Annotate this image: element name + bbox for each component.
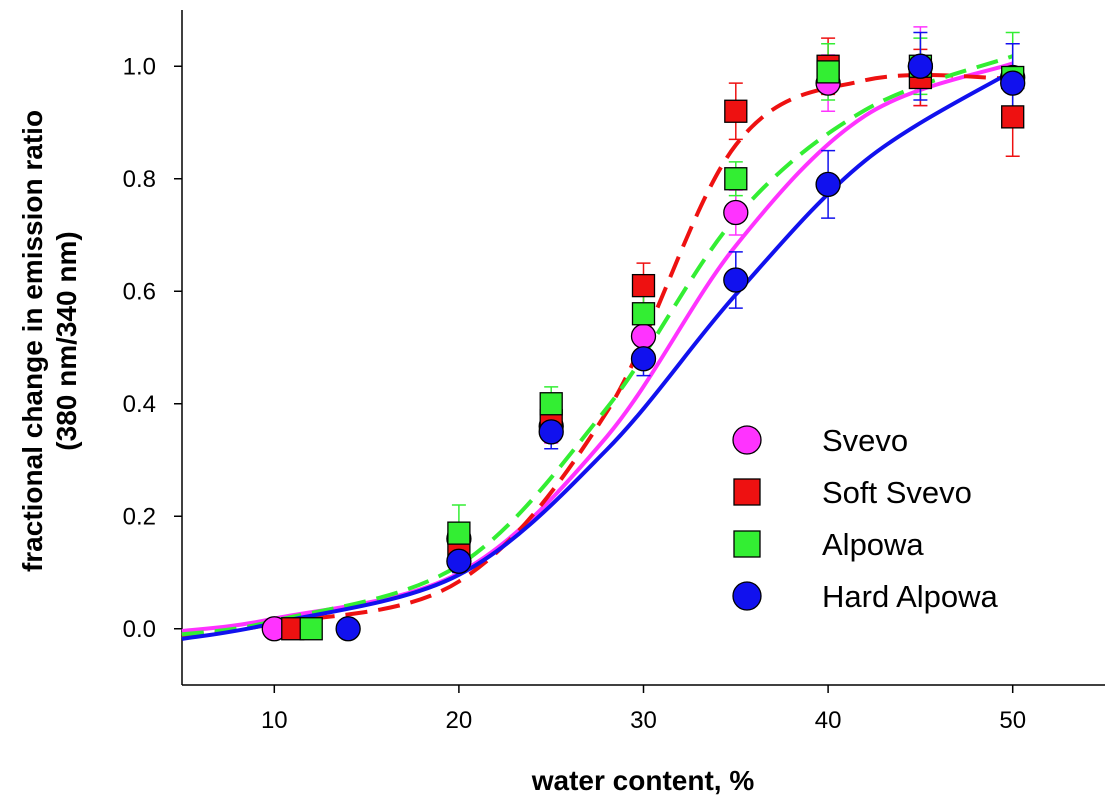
data-point-svevo	[723, 199, 749, 226]
y-axis-title-line-1: fractional change in emission ratio	[17, 110, 48, 572]
data-point-alpowa	[299, 617, 323, 641]
data-point-hard-alpowa	[1000, 70, 1026, 96]
data-point-alpowa	[539, 392, 563, 416]
data-point-svevo	[630, 323, 657, 349]
x-tick-label: 20	[446, 707, 473, 734]
data-points-layer	[261, 53, 1026, 642]
legend-marker-soft-svevo	[733, 478, 761, 506]
legend: Svevo Soft Svevo Alpowa Hard Alpowa	[732, 423, 999, 614]
x-axis-title: water content, %	[531, 765, 755, 796]
data-point-hard-alpowa	[907, 53, 934, 79]
data-point-alpowa	[631, 302, 656, 326]
x-tick-label: 50	[999, 707, 1026, 734]
data-point-soft-svevo	[724, 99, 748, 123]
y-tick-label: 0.4	[123, 391, 156, 418]
data-point-hard-alpowa	[335, 616, 361, 642]
data-point-hard-alpowa	[723, 267, 749, 293]
data-point-alpowa	[724, 167, 748, 191]
y-tick-label: 1.0	[123, 53, 156, 80]
legend-label-svevo: Svevo	[822, 423, 908, 458]
y-tick-label: 0.2	[123, 503, 156, 530]
x-tick-label: 40	[815, 707, 842, 734]
data-point-hard-alpowa	[815, 171, 841, 198]
legend-label-hard-alpowa: Hard Alpowa	[822, 579, 999, 614]
legend-marker-alpowa	[733, 530, 761, 558]
data-point-hard-alpowa	[446, 548, 472, 574]
data-point-alpowa	[816, 60, 840, 84]
y-tick-label: 0.0	[123, 616, 156, 643]
legend-marker-svevo	[732, 425, 762, 455]
x-tick-label: 10	[261, 707, 288, 734]
axes-layer: 10 20 30 40 50 0.0 0.2 0.4 0.6 0.8 1.0	[123, 10, 1105, 734]
legend-marker-hard-alpowa	[732, 581, 762, 611]
y-tick-label: 0.6	[123, 278, 156, 305]
data-point-alpowa	[447, 521, 471, 545]
fit-curve-svevo	[181, 61, 1014, 633]
data-point-soft-svevo	[1001, 105, 1025, 129]
data-point-hard-alpowa	[630, 346, 657, 372]
data-point-soft-svevo	[631, 273, 656, 298]
data-point-hard-alpowa	[538, 419, 564, 445]
fit-curve-alpowa	[181, 54, 1014, 637]
y-axis-title-line-2: (380 nm/340 nm)	[51, 231, 82, 450]
legend-label-alpowa: Alpowa	[822, 527, 924, 562]
legend-label-soft-svevo: Soft Svevo	[822, 475, 972, 510]
x-tick-label: 30	[630, 707, 657, 734]
y-tick-label: 0.8	[123, 166, 156, 193]
